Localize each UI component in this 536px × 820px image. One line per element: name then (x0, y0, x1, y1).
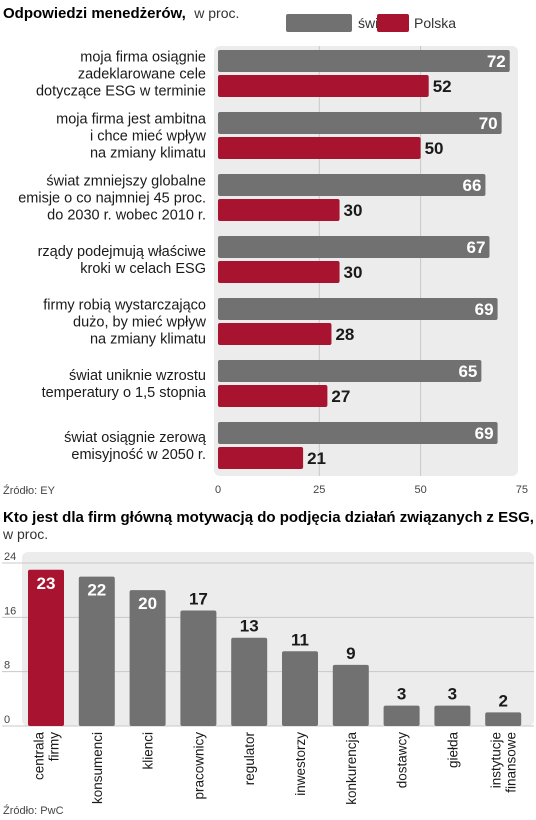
bar-poland-value: 21 (307, 449, 326, 468)
bar (282, 651, 318, 726)
bar-poland-value: 27 (331, 387, 350, 406)
chart1-title: Odpowiedzi menedżerów, (3, 5, 186, 22)
bar-poland-value: 52 (433, 77, 452, 96)
bar-world-value: 72 (487, 52, 506, 71)
bar-world (218, 236, 490, 258)
chart2-source: Źródło: PwC (3, 804, 64, 817)
bar-poland-value: 30 (344, 263, 363, 282)
chart2-category-label: giełda (445, 732, 460, 769)
bar (129, 590, 166, 726)
chart2-category-label: centralafirmy (32, 732, 62, 781)
bar-world-value: 69 (475, 300, 494, 319)
bar-world-value: 67 (467, 238, 486, 257)
bar-poland (218, 261, 340, 283)
bar-poland (218, 447, 304, 469)
bar-value-label: 22 (87, 581, 106, 600)
chart1-x-tick-label: 25 (313, 484, 325, 496)
bar-value-label: 20 (138, 594, 157, 613)
bar (485, 712, 522, 726)
bar (231, 637, 268, 726)
bar-highlight (28, 569, 64, 726)
bar (78, 576, 115, 726)
bar-value-label: 9 (346, 644, 355, 663)
chart1-title-group: Odpowiedzi menedżerów, w proc. (3, 5, 239, 22)
chart2-y-tick-label: 0 (4, 714, 10, 726)
chart1-category-label: firmy robią wystarczająco dużo, by mieć w… (43, 298, 206, 348)
chart2-title: Kto jest dla firm główną motywacją do po… (3, 509, 534, 526)
chart2-category-label: konsumenci (90, 732, 105, 804)
bar-world-value: 65 (458, 362, 477, 381)
bar-poland-value: 50 (425, 139, 444, 158)
bar-poland (218, 199, 340, 221)
chart1-bars: 72 52 70 50 66 30 67 30 69 28 65 27 69 21 (218, 50, 510, 469)
chart1-category-label: rządy podejmują właściwe kroki w celach E… (38, 244, 206, 277)
chart1-category-label: moja firma osiągnie zadeklarowane cele dot… (36, 50, 206, 100)
chart1-x-tick-label: 0 (215, 484, 221, 496)
legend-poland-label: Polska (414, 15, 456, 31)
bar-value-label: 11 (291, 630, 309, 649)
bar (434, 705, 471, 726)
bar-world (218, 298, 498, 320)
bar-value-label: 13 (240, 617, 259, 636)
chart1-x-tick-label: 50 (414, 484, 426, 496)
chart1-x-axis-ticks: 0 25 50 75 (215, 484, 528, 496)
legend-world-swatch (286, 14, 352, 32)
bar-value-label: 2 (498, 691, 507, 710)
chart1-category-labels: moja firma osiągnie zadeklarowane cele dot… (18, 50, 207, 464)
bar-value-label: 23 (37, 574, 56, 593)
bar-poland (218, 75, 429, 97)
chart2-y-tick-label: 8 (4, 660, 10, 672)
chart1-x-tick-label: 75 (516, 484, 528, 496)
chart1-category-label: świat uniknie wzrostu temperatury o 1,5 s… (42, 368, 207, 401)
chart1-category-label: moja firma jest ambitna i chce mieć wpływ… (56, 112, 207, 162)
chart2-category-label: konkurencja (344, 732, 359, 805)
chart1-source: Źródło: EY (3, 484, 56, 497)
bar-poland (218, 137, 421, 159)
bar-world (218, 174, 486, 196)
bar-value-label: 3 (448, 685, 457, 704)
bar-world (218, 50, 510, 72)
bar-world-value: 69 (475, 424, 494, 443)
bar-poland (218, 385, 328, 407)
bar-value-label: 3 (397, 685, 406, 704)
bar (180, 610, 217, 726)
legend-poland-swatch (377, 14, 409, 32)
chart2-category-label: inwestorzy (293, 732, 308, 796)
chart2-category-label: klienci (141, 732, 156, 770)
bar-world (218, 112, 502, 134)
bar-world-value: 66 (463, 176, 482, 195)
chart2-category-label: dostawcy (395, 732, 410, 789)
chart2-y-axis-ticks: 0 8 16 24 (4, 551, 16, 726)
bar (383, 705, 420, 726)
chart1-category-label: świat zmniejszy globalne emisje o co najm… (18, 174, 206, 224)
bar-world (218, 422, 498, 444)
bar (332, 664, 369, 726)
chart2-subtitle: w proc. (2, 526, 48, 542)
chart2-y-tick-label: 24 (4, 551, 16, 563)
chart2-y-tick-label: 16 (4, 605, 16, 617)
chart2-category-label: instytucjefinansowe (489, 732, 519, 793)
chart1-category-label: świat osiągnie zerową emisyjność w 2050 r… (64, 430, 207, 463)
bar-world-value: 70 (479, 114, 498, 133)
bar-poland-value: 28 (335, 325, 354, 344)
chart2-category-label: pracownicy (191, 732, 206, 800)
bar-poland (218, 323, 332, 345)
bar-world (218, 360, 482, 382)
chart2-category-labels: centralafirmy konsumenci klienci pracownicy… (32, 732, 519, 805)
chart1-subtitle: w proc. (193, 5, 239, 21)
bar-value-label: 17 (189, 590, 208, 609)
chart2-category-label: regulator (242, 732, 257, 786)
chart2-bars: 23 22 20 17 13 11 9 3 3 2 (28, 569, 522, 726)
bar-poland-value: 30 (344, 201, 363, 220)
